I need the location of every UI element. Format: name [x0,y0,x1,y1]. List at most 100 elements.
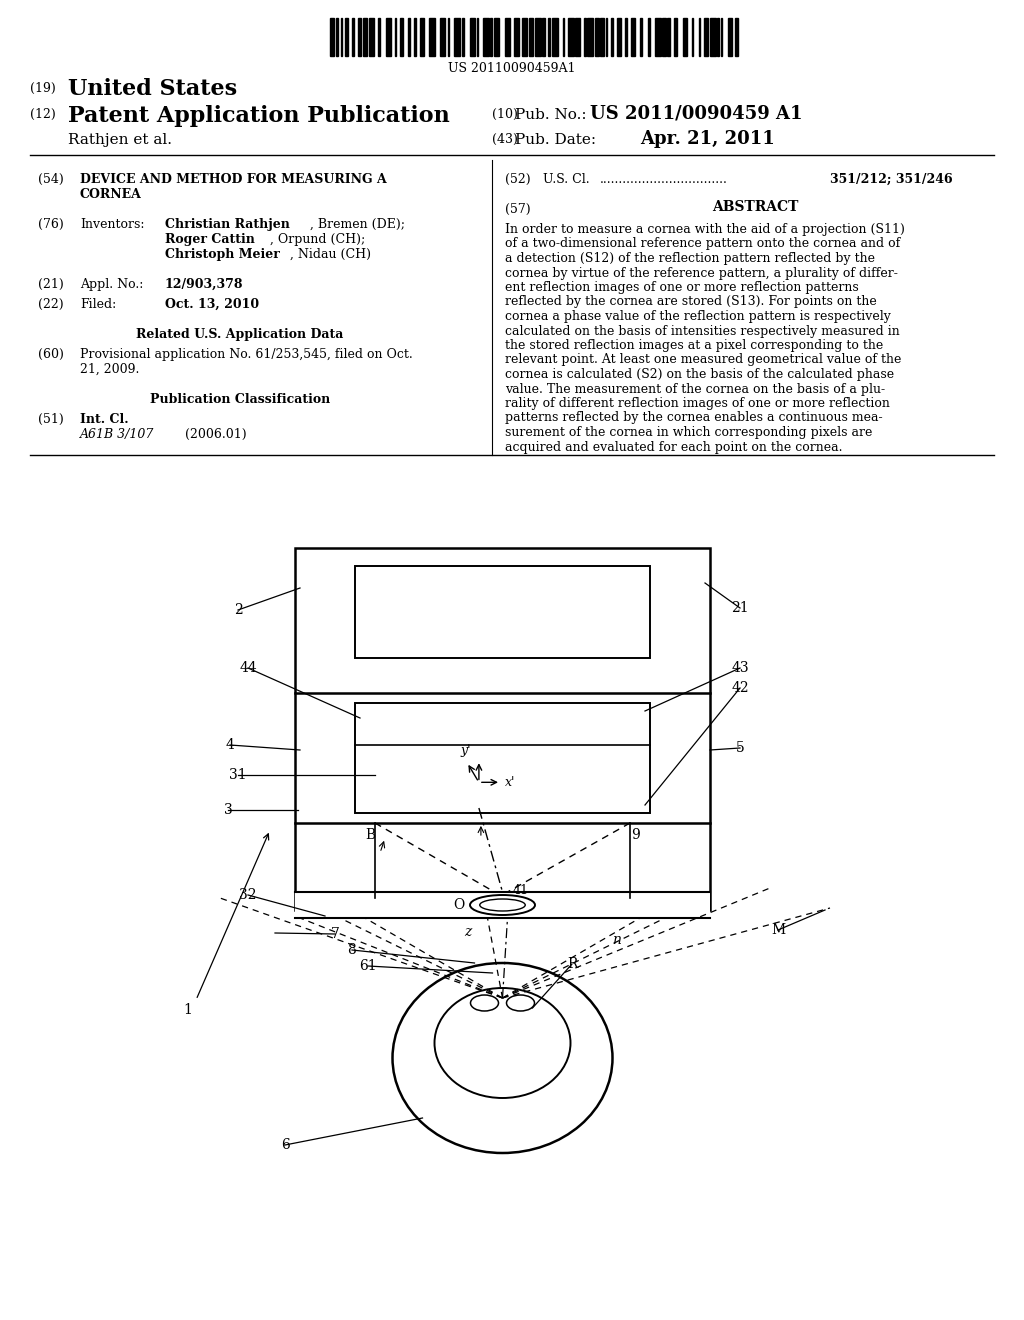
Text: 61: 61 [359,960,377,973]
Text: ABSTRACT: ABSTRACT [712,201,798,214]
Bar [668,18,670,55]
Bar [543,18,545,55]
Ellipse shape [507,995,535,1011]
Ellipse shape [392,964,612,1152]
Text: a detection (S12) of the reflection pattern reflected by the: a detection (S12) of the reflection patt… [505,252,874,265]
Text: (12): (12) [30,108,55,121]
Bar [717,18,719,55]
Text: (54): (54) [38,173,63,186]
Text: 41: 41 [512,884,528,898]
Text: O: O [454,898,465,912]
Bar [631,18,635,55]
Text: Roger Cattin: Roger Cattin [165,234,255,246]
Bar [647,18,650,55]
Text: 9: 9 [631,828,640,842]
Text: 5: 5 [735,741,744,755]
Ellipse shape [470,995,499,1011]
Text: rality of different reflection images of one or more reflection: rality of different reflection images of… [505,397,890,411]
Bar [378,18,380,55]
Text: Int. Cl.: Int. Cl. [80,413,129,426]
Text: Pub. Date:: Pub. Date: [515,133,596,147]
Text: the stored reflection images at a pixel corresponding to the: the stored reflection images at a pixel … [505,339,884,352]
Bar [735,18,737,55]
Text: Appl. No.:: Appl. No.: [80,279,143,290]
Bar [711,18,716,55]
Bar [617,18,621,55]
Bar [514,18,519,55]
Text: In order to measure a cornea with the aid of a projection (S11): In order to measure a cornea with the ai… [505,223,905,236]
Text: (76): (76) [38,218,63,231]
Text: 1: 1 [183,1003,193,1016]
Text: x': x' [505,776,515,789]
Bar [529,18,534,55]
Bar [549,18,550,55]
Text: 31: 31 [229,768,247,781]
Bar [414,18,417,55]
Text: DEVICE AND METHOD FOR MEASURING A: DEVICE AND METHOD FOR MEASURING A [80,173,387,186]
Bar [728,18,731,55]
Bar [395,18,396,55]
Text: .................................: ................................. [600,173,728,186]
Text: relevant point. At least one measured geometrical value of the: relevant point. At least one measured ge… [505,354,901,367]
Text: 42: 42 [731,681,749,696]
Bar [295,892,710,917]
Text: R: R [567,957,578,972]
Text: Provisional application No. 61/253,545, filed on Oct.: Provisional application No. 61/253,545, … [80,348,413,360]
Text: , Bremen (DE);: , Bremen (DE); [310,218,406,231]
Bar [483,18,488,55]
Text: (51): (51) [38,413,63,426]
Text: Inventors:: Inventors: [80,218,144,231]
Bar [476,18,478,55]
Bar [369,18,375,55]
Bar [440,18,445,55]
Text: , Nidau (CH): , Nidau (CH) [290,248,371,261]
Text: calculated on the basis of intensities respectively measured in: calculated on the basis of intensities r… [505,325,900,338]
Text: US 20110090459A1: US 20110090459A1 [449,62,575,75]
Text: surement of the cornea in which corresponding pixels are: surement of the cornea in which correspo… [505,426,872,440]
Bar [640,18,642,55]
Bar [721,18,723,55]
Bar [663,18,666,55]
Text: 4: 4 [225,738,234,752]
Text: value. The measurement of the cornea on the basis of a plu-: value. The measurement of the cornea on … [505,383,885,396]
Text: Rathjen et al.: Rathjen et al. [68,133,172,147]
Bar [588,18,593,55]
Bar [536,18,541,55]
Bar [355,704,650,813]
Bar [605,18,607,55]
Bar [625,18,627,55]
Text: Apr. 21, 2011: Apr. 21, 2011 [640,129,775,148]
Text: 44: 44 [240,661,257,675]
Text: 21: 21 [731,601,749,615]
Bar [611,18,613,55]
Bar [698,18,700,55]
Text: Publication Classification: Publication Classification [150,393,330,407]
Bar [575,18,581,55]
Text: A61B 3/107: A61B 3/107 [80,428,155,441]
Bar [692,18,693,55]
Text: 3: 3 [223,803,232,817]
Bar [336,18,338,55]
Text: (43): (43) [492,133,518,147]
Text: cornea is calculated (S2) on the basis of the calculated phase: cornea is calculated (S2) on the basis o… [505,368,894,381]
Text: cornea by virtue of the reference pattern, a plurality of differ-: cornea by virtue of the reference patter… [505,267,898,280]
Text: 12/903,378: 12/903,378 [165,279,244,290]
Text: Pub. No.:: Pub. No.: [515,108,587,121]
Text: (52): (52) [505,173,530,186]
Bar [683,18,686,55]
Text: United States: United States [68,78,238,100]
Text: , Orpund (CH);: , Orpund (CH); [270,234,366,246]
Text: 351/212; 351/246: 351/212; 351/246 [830,173,952,186]
Bar [462,18,464,55]
Bar [344,18,348,55]
Bar [429,18,434,55]
Bar [490,18,492,55]
Bar [505,18,510,55]
Bar [495,18,500,55]
Text: patterns reflected by the cornea enables a continuous mea-: patterns reflected by the cornea enables… [505,412,883,425]
Text: n: n [611,933,621,946]
Ellipse shape [434,987,570,1098]
Bar [568,18,573,55]
Text: 6: 6 [281,1138,290,1152]
Bar [362,18,367,55]
